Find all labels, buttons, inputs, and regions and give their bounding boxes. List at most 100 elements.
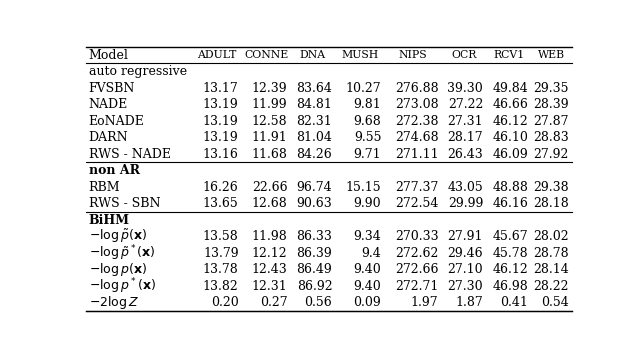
Text: 9.90: 9.90 bbox=[353, 197, 382, 210]
Text: 272.66: 272.66 bbox=[395, 263, 438, 276]
Text: 48.88: 48.88 bbox=[492, 181, 528, 193]
Text: 27.91: 27.91 bbox=[448, 230, 483, 243]
Text: 1.87: 1.87 bbox=[456, 296, 483, 309]
Text: 46.16: 46.16 bbox=[492, 197, 528, 210]
Text: 86.33: 86.33 bbox=[297, 230, 332, 243]
Text: 28.14: 28.14 bbox=[533, 263, 568, 276]
Text: 11.68: 11.68 bbox=[251, 148, 288, 161]
Text: 29.46: 29.46 bbox=[447, 247, 483, 260]
Text: 13.82: 13.82 bbox=[203, 280, 239, 293]
Text: 16.26: 16.26 bbox=[203, 181, 239, 193]
Text: $-\log p^*(\mathbf{x})$: $-\log p^*(\mathbf{x})$ bbox=[89, 276, 156, 296]
Text: 9.40: 9.40 bbox=[353, 280, 382, 293]
Text: 86.49: 86.49 bbox=[297, 263, 332, 276]
Text: DNA: DNA bbox=[300, 50, 326, 60]
Text: NADE: NADE bbox=[89, 98, 128, 111]
Text: 84.81: 84.81 bbox=[297, 98, 332, 111]
Text: 46.10: 46.10 bbox=[492, 131, 528, 144]
Text: 1.97: 1.97 bbox=[411, 296, 438, 309]
Text: 90.63: 90.63 bbox=[297, 197, 332, 210]
Text: 15.15: 15.15 bbox=[346, 181, 382, 193]
Text: 82.31: 82.31 bbox=[297, 115, 332, 128]
Text: 28.22: 28.22 bbox=[533, 280, 568, 293]
Text: 272.62: 272.62 bbox=[395, 247, 438, 260]
Text: 13.65: 13.65 bbox=[203, 197, 239, 210]
Text: 46.12: 46.12 bbox=[493, 263, 528, 276]
Text: 12.58: 12.58 bbox=[252, 115, 288, 128]
Text: 9.4: 9.4 bbox=[362, 247, 382, 260]
Text: MUSH: MUSH bbox=[341, 50, 378, 60]
Text: 13.16: 13.16 bbox=[203, 148, 239, 161]
Text: 27.92: 27.92 bbox=[533, 148, 568, 161]
Text: 274.68: 274.68 bbox=[395, 131, 438, 144]
Text: 13.58: 13.58 bbox=[203, 230, 239, 243]
Text: $-\log \tilde{p}^*(\mathbf{x})$: $-\log \tilde{p}^*(\mathbf{x})$ bbox=[89, 243, 155, 263]
Text: 26.43: 26.43 bbox=[447, 148, 483, 161]
Text: auto regressive: auto regressive bbox=[89, 65, 187, 78]
Text: 28.83: 28.83 bbox=[533, 131, 568, 144]
Text: 81.04: 81.04 bbox=[297, 131, 332, 144]
Text: 9.68: 9.68 bbox=[353, 115, 382, 128]
Text: 272.38: 272.38 bbox=[395, 115, 438, 128]
Text: 9.55: 9.55 bbox=[354, 131, 382, 144]
Text: 273.08: 273.08 bbox=[395, 98, 438, 111]
Text: 13.19: 13.19 bbox=[203, 115, 239, 128]
Text: 0.20: 0.20 bbox=[211, 296, 239, 309]
Text: 27.30: 27.30 bbox=[447, 280, 483, 293]
Text: 12.31: 12.31 bbox=[252, 280, 288, 293]
Text: FVSBN: FVSBN bbox=[89, 82, 135, 95]
Text: 29.38: 29.38 bbox=[533, 181, 568, 193]
Text: $-\log p(\mathbf{x})$: $-\log p(\mathbf{x})$ bbox=[89, 261, 147, 278]
Text: EoNADE: EoNADE bbox=[89, 115, 145, 128]
Text: 12.43: 12.43 bbox=[252, 263, 288, 276]
Text: 46.66: 46.66 bbox=[492, 98, 528, 111]
Text: 0.09: 0.09 bbox=[353, 296, 382, 309]
Text: 22.66: 22.66 bbox=[252, 181, 288, 193]
Text: 13.19: 13.19 bbox=[203, 98, 239, 111]
Text: 27.10: 27.10 bbox=[447, 263, 483, 276]
Text: 84.26: 84.26 bbox=[297, 148, 332, 161]
Text: 29.35: 29.35 bbox=[533, 82, 568, 95]
Text: Model: Model bbox=[89, 49, 128, 62]
Text: 28.02: 28.02 bbox=[533, 230, 568, 243]
Text: 46.98: 46.98 bbox=[493, 280, 528, 293]
Text: RWS - NADE: RWS - NADE bbox=[89, 148, 170, 161]
Text: 45.78: 45.78 bbox=[493, 247, 528, 260]
Text: 13.17: 13.17 bbox=[203, 82, 239, 95]
Text: 272.54: 272.54 bbox=[395, 197, 438, 210]
Text: RBM: RBM bbox=[89, 181, 121, 193]
Text: 276.88: 276.88 bbox=[395, 82, 438, 95]
Text: 12.68: 12.68 bbox=[252, 197, 288, 210]
Text: BiHM: BiHM bbox=[89, 213, 130, 227]
Text: 83.64: 83.64 bbox=[297, 82, 332, 95]
Text: 9.40: 9.40 bbox=[353, 263, 382, 276]
Text: RWS - SBN: RWS - SBN bbox=[89, 197, 160, 210]
Text: 9.71: 9.71 bbox=[353, 148, 382, 161]
Text: 0.56: 0.56 bbox=[304, 296, 332, 309]
Text: 27.87: 27.87 bbox=[533, 115, 568, 128]
Text: 86.39: 86.39 bbox=[297, 247, 332, 260]
Text: 13.79: 13.79 bbox=[203, 247, 239, 260]
Text: 12.12: 12.12 bbox=[252, 247, 288, 260]
Text: RCV1: RCV1 bbox=[493, 50, 524, 60]
Text: 270.33: 270.33 bbox=[395, 230, 438, 243]
Text: 29.99: 29.99 bbox=[448, 197, 483, 210]
Text: 49.84: 49.84 bbox=[493, 82, 528, 95]
Text: 11.91: 11.91 bbox=[252, 131, 288, 144]
Text: 46.12: 46.12 bbox=[493, 115, 528, 128]
Text: 96.74: 96.74 bbox=[297, 181, 332, 193]
Text: 0.54: 0.54 bbox=[541, 296, 568, 309]
Text: 39.30: 39.30 bbox=[447, 82, 483, 95]
Text: 13.78: 13.78 bbox=[203, 263, 239, 276]
Text: ADULT: ADULT bbox=[197, 50, 237, 60]
Text: $-2\log Z$: $-2\log Z$ bbox=[89, 294, 139, 311]
Text: 0.41: 0.41 bbox=[500, 296, 528, 309]
Text: 13.19: 13.19 bbox=[203, 131, 239, 144]
Text: DARN: DARN bbox=[89, 131, 128, 144]
Text: 28.39: 28.39 bbox=[533, 98, 568, 111]
Text: 45.67: 45.67 bbox=[493, 230, 528, 243]
Text: 11.98: 11.98 bbox=[252, 230, 288, 243]
Text: 9.34: 9.34 bbox=[353, 230, 382, 243]
Text: 9.81: 9.81 bbox=[353, 98, 382, 111]
Text: 86.92: 86.92 bbox=[297, 280, 332, 293]
